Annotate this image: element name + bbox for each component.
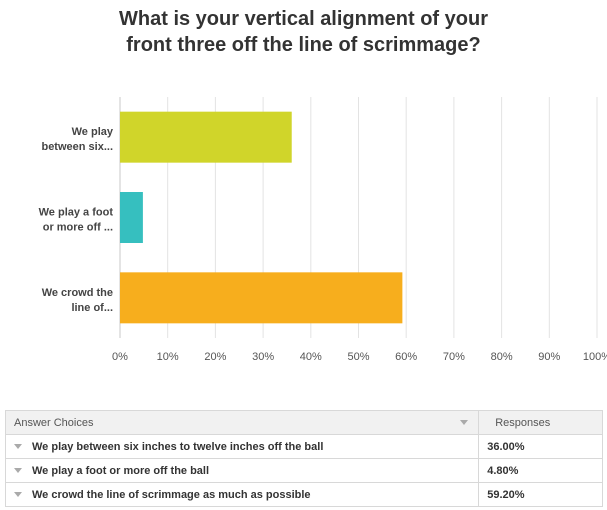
expand-arrow-icon[interactable] [14,444,22,449]
bar [120,272,403,324]
table-row: We play a foot or more off the ball 4.80… [4,458,603,483]
x-tick-label: 30% [252,351,274,363]
row-percentage: 36.00% [487,440,525,453]
x-tick-label: 90% [538,351,560,363]
x-tick-label: 50% [347,351,369,363]
answer-choices-header: Answer Choices [14,416,94,429]
x-tick-label: 10% [157,351,179,363]
bar [120,111,292,163]
responses-header: Responses [495,416,551,429]
category-label: We crowd the [42,287,113,299]
category-label: We play [72,126,114,138]
x-tick-label: 80% [491,351,513,363]
x-tick-label: 0% [112,351,128,363]
row-percentage: 59.20% [487,488,525,501]
title-line-2: front three off the line of scrimmage? [126,34,481,56]
category-label: or more off ... [43,222,113,234]
category-label: line of... [71,302,113,314]
bar-chart: 0% 10% 20% 30% 40% 50% 60% 70% 80% 90% 100% We play… [39,97,607,363]
sort-arrow-icon[interactable] [460,420,469,425]
results-table: Answer Choices Responses We play between… [4,410,603,507]
table-row: We play between six inches to twelve inc… [4,434,603,459]
x-tick-label: 100% [583,351,607,363]
chart-title: What is your vertical alignment of your … [0,6,607,58]
row-label: We crowd the line of scrimmage as much a… [32,488,311,501]
x-tick-label: 70% [443,351,465,363]
x-tick-label: 60% [395,351,417,363]
bar [120,192,143,243]
row-label: We play between six inches to twelve inc… [32,440,324,453]
category-label: We play a foot [39,207,114,219]
title-line-1: What is your vertical alignment of your [119,8,488,30]
x-tick-label: 20% [204,351,226,363]
category-label: between six... [41,141,113,153]
expand-arrow-icon[interactable] [14,468,22,473]
row-label: We play a foot or more off the ball [32,464,210,477]
row-percentage: 4.80% [487,464,519,477]
expand-arrow-icon[interactable] [14,492,22,497]
x-tick-label: 40% [300,351,322,363]
table-row: We crowd the line of scrimmage as much a… [4,482,603,507]
table-header-row: Answer Choices Responses [4,410,603,435]
